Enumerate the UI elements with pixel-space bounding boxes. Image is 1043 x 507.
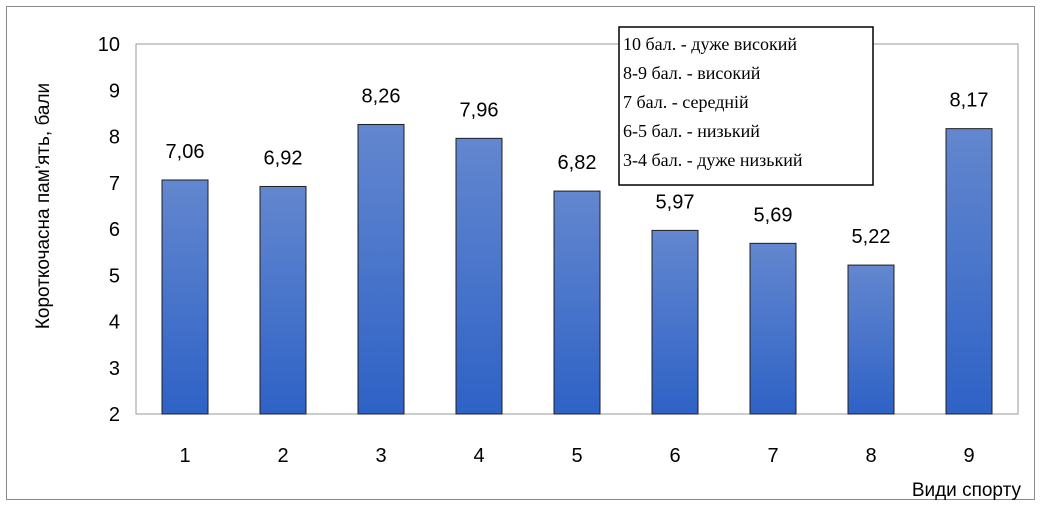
y-tick-label: 4: [109, 312, 120, 334]
x-tick-label: 7: [767, 445, 778, 467]
bar-6: [651, 229, 699, 415]
legend-line-3: 7 бал. - середній: [623, 92, 749, 112]
data-label-9: 8,17: [950, 90, 989, 112]
y-tick-label: 6: [109, 219, 120, 241]
y-tick-label: 5: [109, 265, 120, 287]
y-tick-label: 9: [109, 80, 120, 102]
x-tick-label: 1: [179, 445, 190, 467]
x-axis-ticks: 1 2 3 4 5 6 7 8 9: [179, 445, 974, 467]
bar-3: [357, 123, 405, 415]
bar-1: [161, 179, 209, 415]
data-label-6: 5,97: [656, 191, 695, 213]
data-label-5: 6,82: [558, 152, 597, 174]
legend-line-4: 6-5 бал. - низький: [623, 121, 760, 141]
x-tick-label: 8: [865, 445, 876, 467]
y-tick-label: 10: [98, 34, 120, 56]
data-label-4: 7,96: [460, 99, 499, 121]
bar-2: [259, 185, 307, 415]
x-tick-label: 5: [571, 445, 582, 467]
y-axis-title: Короткочасна пам’ять, бали: [33, 83, 54, 329]
bar-4: [455, 137, 503, 415]
y-tick-label: 2: [109, 404, 120, 426]
y-tick-label: 3: [109, 358, 120, 380]
data-label-3: 8,26: [362, 85, 401, 107]
legend-line-1: 10 бал. - дуже високий: [623, 34, 797, 54]
data-label-1: 7,06: [166, 141, 205, 163]
bar-7: [749, 242, 797, 415]
y-axis-ticks: 2 3 4 5 6 7 8 9 10: [98, 34, 120, 426]
data-label-7: 5,69: [754, 204, 793, 226]
legend-box: 10 бал. - дуже високий 8-9 бал. - високи…: [618, 26, 874, 186]
bar-5: [553, 190, 601, 415]
y-tick-label: 7: [109, 173, 120, 195]
bar-9: [945, 128, 993, 415]
x-axis-title: Види спорту: [912, 480, 1022, 501]
x-tick-label: 3: [375, 445, 386, 467]
bar-8: [847, 264, 895, 415]
data-label-8: 5,22: [852, 226, 891, 248]
legend-line-2: 8-9 бал. - високий: [623, 63, 761, 83]
x-tick-label: 2: [277, 445, 288, 467]
data-label-2: 6,92: [264, 147, 303, 169]
legend-line-5: 3-4 бал. - дуже низький: [623, 150, 803, 170]
bars: [161, 123, 993, 415]
x-tick-label: 6: [669, 445, 680, 467]
data-labels: 7,06 6,92 8,26 7,96 6,82 5,97 5,69 5,22 8,17: [166, 85, 989, 248]
x-tick-label: 9: [963, 445, 974, 467]
x-tick-label: 4: [473, 445, 484, 467]
legend-box-frame: [618, 26, 874, 186]
y-tick-label: 8: [109, 127, 120, 149]
